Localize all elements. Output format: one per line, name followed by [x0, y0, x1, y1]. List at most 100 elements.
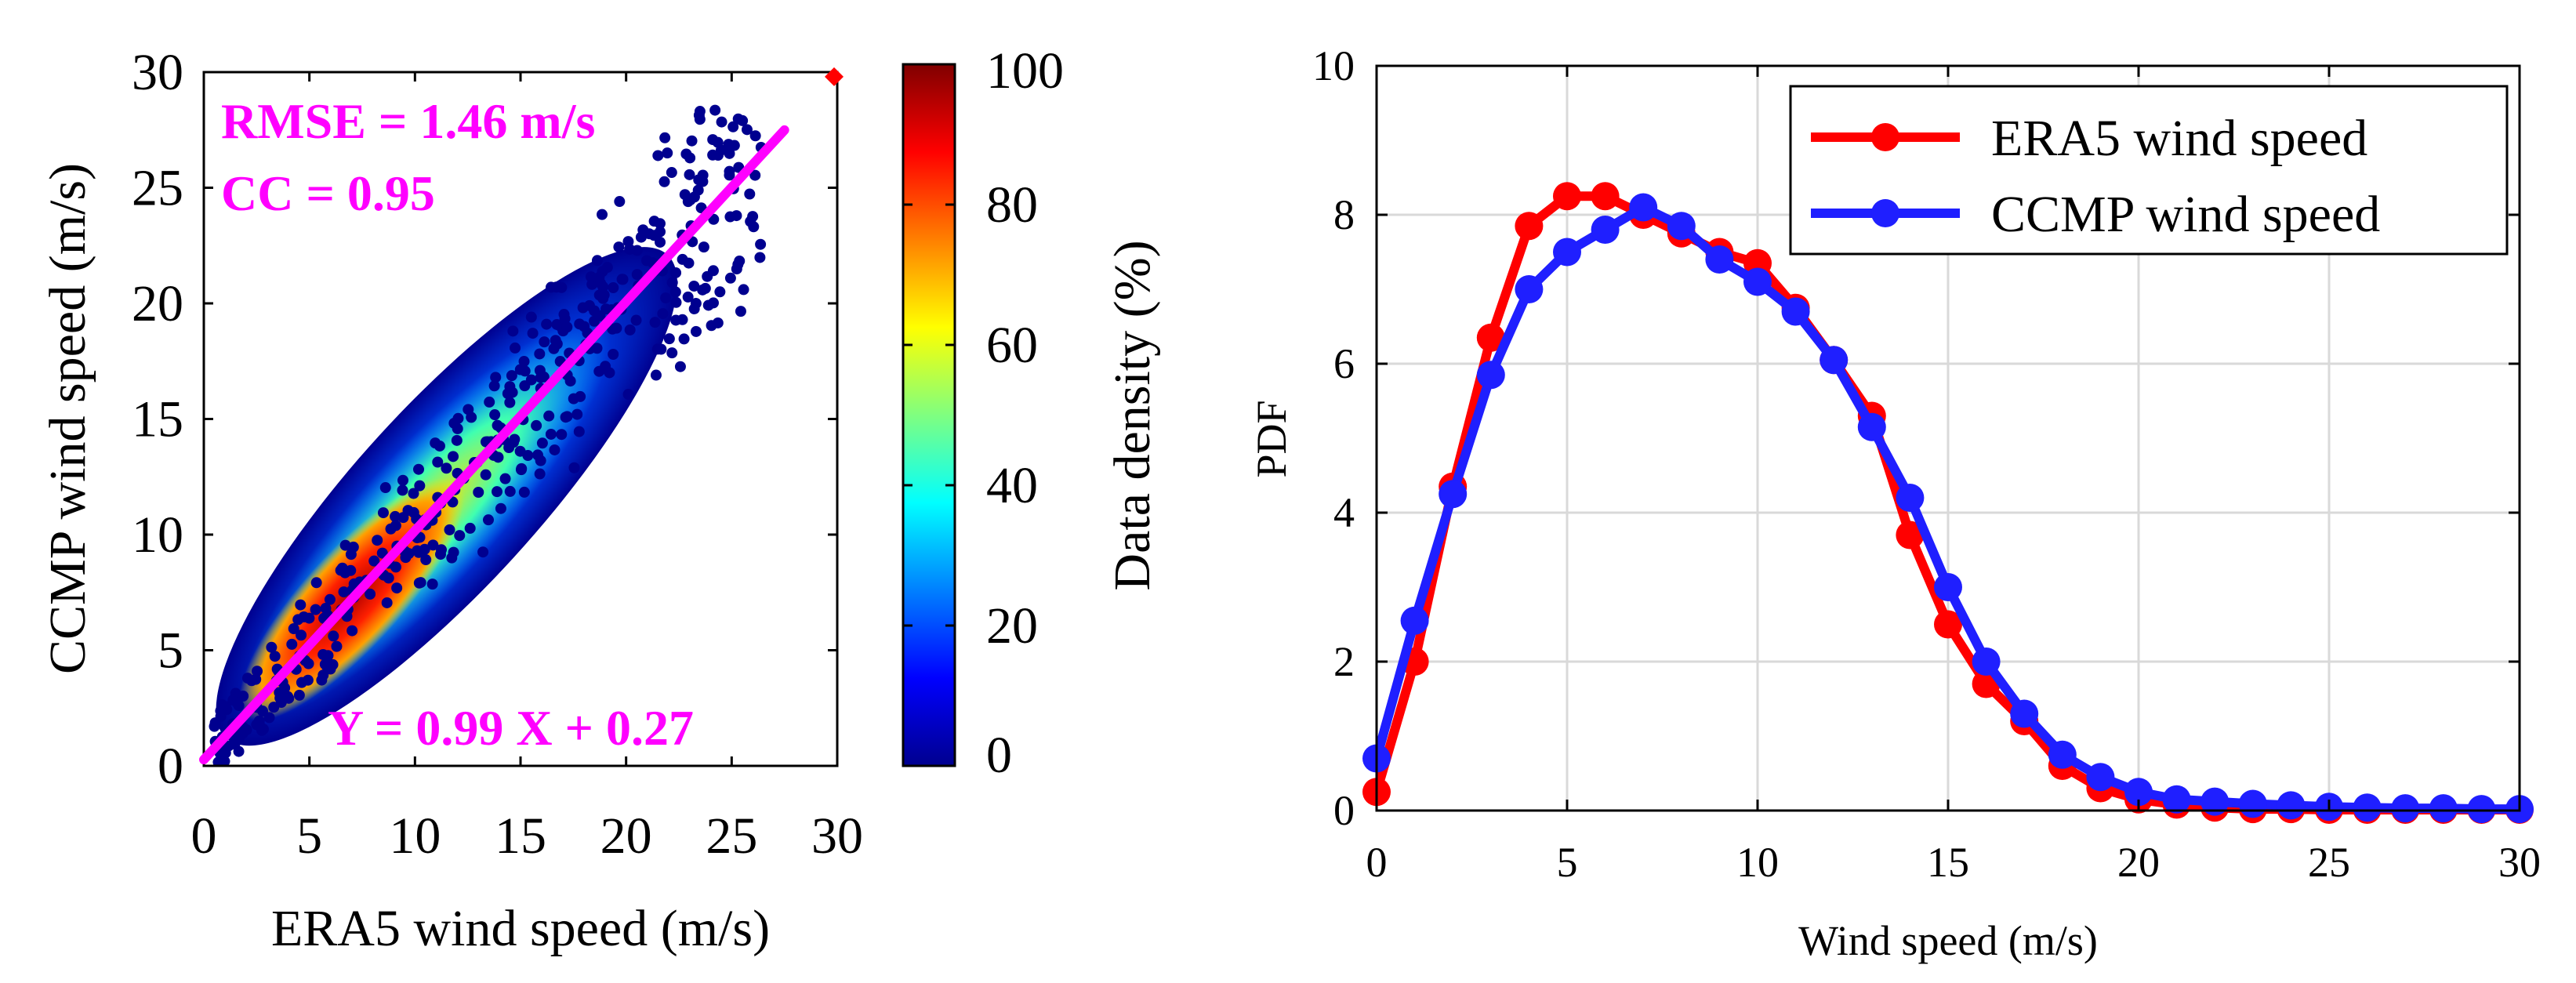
scatter-point: [749, 130, 761, 142]
pdf-x-tick-label: 5: [1557, 839, 1578, 886]
pdf-y-tick-label: 2: [1333, 638, 1355, 685]
scatter-point: [220, 747, 231, 759]
scatter-point: [509, 433, 521, 445]
legend-era5-swatch-marker: [1871, 123, 1899, 151]
scatter-point: [518, 486, 530, 498]
scatter-point: [608, 282, 619, 294]
scatter-point: [266, 641, 278, 653]
scatter-point: [660, 292, 672, 304]
pdf-x-tick-label: 30: [2498, 839, 2541, 886]
pdf-x-tick-label: 20: [2117, 839, 2160, 886]
scatter-point: [231, 697, 243, 709]
scatter-point: [504, 397, 516, 408]
scatter-point: [611, 322, 622, 334]
scatter-point: [419, 543, 430, 555]
scatter-point: [655, 236, 666, 248]
scatter-point: [614, 196, 626, 208]
scatter-point: [495, 502, 506, 514]
scatter-y-axis-label: CCMP wind speed (m/s): [39, 163, 96, 674]
pdf-data-point: [1629, 193, 1658, 222]
scatter-point: [427, 539, 439, 551]
scatter-point: [321, 661, 333, 673]
scatter-point: [709, 104, 721, 116]
scatter-point: [655, 343, 667, 355]
scatter-point: [464, 522, 476, 534]
scatter-point: [593, 271, 605, 283]
scatter-point: [561, 411, 573, 423]
scatter-point: [698, 241, 709, 253]
pdf-data-point: [2391, 794, 2420, 823]
scatter-point: [252, 666, 263, 677]
scatter-point: [237, 727, 249, 739]
scatter-point: [666, 277, 678, 288]
pdf-data-point: [1591, 182, 1620, 211]
scatter-point: [534, 468, 546, 480]
scatter-point: [534, 348, 546, 360]
scatter-point: [391, 582, 403, 594]
colorbar-tick-label: 0: [986, 727, 1012, 784]
scatter-point: [381, 597, 393, 608]
scatter-point: [616, 274, 628, 285]
scatter-point: [723, 139, 735, 151]
scatter-point: [741, 124, 753, 136]
scatter-point: [413, 577, 425, 589]
scatter-point: [539, 336, 550, 348]
scatter-point: [444, 524, 455, 535]
scatter-point: [744, 188, 756, 200]
scatter-point: [680, 148, 692, 160]
scatter-point: [666, 167, 677, 179]
scatter-point: [525, 311, 537, 323]
scatter-point: [571, 408, 583, 420]
scatter-point: [434, 440, 445, 452]
pdf-data-point: [1476, 323, 1505, 352]
scatter-point: [591, 255, 603, 267]
scatter-point: [426, 579, 438, 590]
pdf-x-tick-label: 15: [1927, 839, 1969, 886]
scatter-point: [448, 546, 459, 558]
scatter-point: [670, 267, 682, 278]
scatter-point: [670, 296, 682, 308]
scatter-point: [556, 429, 568, 441]
scatter-point: [724, 147, 735, 159]
scatter-point: [408, 488, 419, 499]
scatter-x-tick-labels: 0 5 10 15 20 25 30: [191, 807, 864, 865]
pdf-line-panel: 0 5 10 15 20 25 30 0 2 4 6 8 10 Wind speed (m/s) PD…: [1248, 42, 2541, 964]
scatter-point: [504, 485, 516, 497]
scatter-x-tick-label: 0: [191, 807, 217, 865]
pdf-x-axis-label: Wind speed (m/s): [1798, 917, 2098, 964]
scatter-point: [263, 712, 275, 724]
scatter-point: [650, 369, 662, 381]
scatter-point: [278, 692, 290, 704]
scatter-point: [748, 221, 760, 233]
scatter-point: [545, 428, 557, 440]
scatter-x-tick-label: 5: [296, 807, 322, 865]
scatter-point: [579, 321, 590, 332]
scatter-point: [692, 184, 704, 196]
scatter-point: [482, 514, 494, 526]
scatter-point: [657, 308, 669, 320]
scatter-point: [688, 280, 700, 292]
scatter-point: [666, 347, 678, 359]
pdf-data-point: [1400, 606, 1429, 635]
scatter-point: [727, 121, 739, 132]
scatter-point: [690, 325, 702, 337]
pdf-data-point: [2467, 795, 2496, 824]
scatter-point: [328, 630, 339, 642]
scatter-point: [339, 539, 351, 551]
scatter-point: [684, 169, 695, 180]
pdf-data-point: [2162, 785, 2191, 814]
scatter-point: [345, 564, 357, 576]
scatter-point: [683, 257, 695, 269]
scatter-point: [492, 486, 503, 498]
scatter-point: [490, 372, 502, 383]
scatter-point: [296, 629, 307, 641]
scatter-y-tick-label: 0: [158, 738, 183, 795]
scatter-point: [286, 638, 298, 650]
scatter-point: [397, 474, 408, 486]
scatter-point: [551, 318, 563, 330]
scatter-point: [515, 464, 527, 476]
scatter-point: [561, 321, 573, 333]
scatter-point: [648, 216, 660, 227]
scatter-point: [492, 419, 503, 431]
